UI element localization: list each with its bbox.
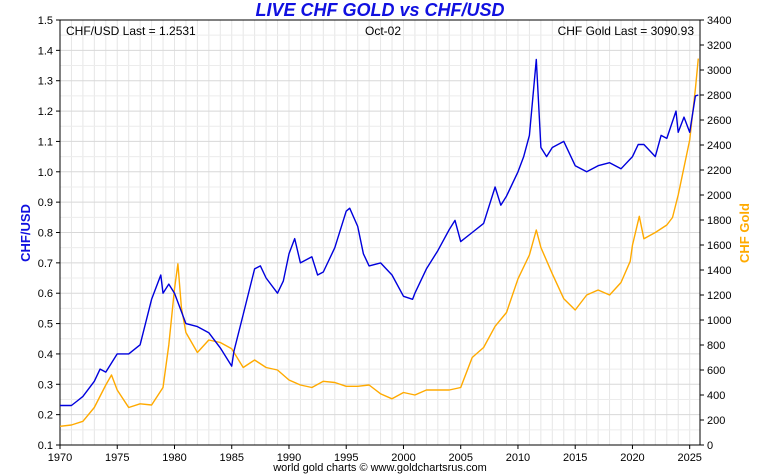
y-left-tick-label: 1.2 bbox=[38, 106, 53, 118]
x-tick-label: 2010 bbox=[506, 452, 530, 464]
credit-text: world gold charts © www.goldchartsrus.co… bbox=[272, 462, 487, 474]
y-left-tick-label: 1.5 bbox=[38, 15, 53, 27]
tick-labels: 1970 1975 1980 1985 1990 1995 2000 2005 2010 2015… bbox=[38, 15, 732, 464]
x-tick-label: 2015 bbox=[563, 452, 587, 464]
y-right-tick-label: 1800 bbox=[707, 215, 731, 227]
y-right-tick-label: 1600 bbox=[707, 240, 731, 252]
y-left-tick-label: 0.5 bbox=[38, 319, 53, 331]
x-tick-label: 1975 bbox=[105, 452, 129, 464]
x-tick-label: 2025 bbox=[677, 452, 701, 464]
y-left-tick-label: 0.3 bbox=[38, 379, 53, 391]
y-right-tick-label: 0 bbox=[707, 440, 713, 452]
y-left-tick-label: 0.1 bbox=[38, 440, 53, 452]
y-right-tick-label: 1000 bbox=[707, 315, 731, 327]
y-right-tick-label: 2600 bbox=[707, 115, 731, 127]
y-left-tick-label: 0.9 bbox=[38, 197, 53, 209]
y-left-tick-label: 1.4 bbox=[38, 45, 53, 57]
y-left-tick-label: 0.8 bbox=[38, 228, 53, 240]
y-right-tick-label: 2000 bbox=[707, 190, 731, 202]
x-tick-label: 2005 bbox=[448, 452, 472, 464]
y-right-tick-label: 1400 bbox=[707, 265, 731, 277]
x-tick-label: 2000 bbox=[391, 452, 415, 464]
x-tick-label: 2020 bbox=[620, 452, 644, 464]
y-axis-right-label: CHF Gold bbox=[737, 203, 752, 263]
grid bbox=[59, 19, 700, 446]
y-right-tick-label: 3000 bbox=[707, 65, 731, 77]
y-right-tick-label: 800 bbox=[707, 340, 725, 352]
y-right-tick-label: 1200 bbox=[707, 290, 731, 302]
chf-gold-last-label: CHF Gold Last = 3090.93 bbox=[558, 24, 695, 38]
y-right-tick-label: 3200 bbox=[707, 40, 731, 52]
y-right-tick-label: 2800 bbox=[707, 90, 731, 102]
x-tick-label: 1995 bbox=[334, 452, 358, 464]
x-tick-label: 1980 bbox=[162, 452, 186, 464]
x-tick-label: 1970 bbox=[48, 452, 72, 464]
y-left-tick-label: 0.4 bbox=[38, 349, 53, 361]
y-left-tick-label: 0.7 bbox=[38, 258, 53, 270]
x-tick-label: 1990 bbox=[277, 452, 301, 464]
y-right-tick-label: 2400 bbox=[707, 140, 731, 152]
y-left-tick-label: 1.3 bbox=[38, 76, 53, 88]
y-right-tick-label: 200 bbox=[707, 415, 725, 427]
series-layer bbox=[59, 58, 699, 427]
series-line-chf-usd bbox=[60, 58, 699, 407]
series-line-chf-gold bbox=[59, 58, 699, 427]
y-right-tick-label: 600 bbox=[707, 365, 725, 377]
y-right-tick-label: 400 bbox=[707, 390, 725, 402]
y-left-tick-label: 0.6 bbox=[38, 288, 53, 300]
y-left-tick-label: 1.0 bbox=[38, 167, 53, 179]
y-right-tick-label: 3400 bbox=[707, 15, 731, 27]
chf-usd-last-label: CHF/USD Last = 1.2531 bbox=[66, 24, 196, 38]
date-label: Oct-02 bbox=[365, 24, 401, 38]
y-right-tick-label: 2200 bbox=[707, 165, 731, 177]
y-axis-left-label: CHF/USD bbox=[18, 204, 33, 262]
y-left-tick-label: 1.1 bbox=[38, 136, 53, 148]
chart-title: LIVE CHF GOLD vs CHF/USD bbox=[255, 0, 504, 20]
y-left-tick-label: 0.2 bbox=[38, 410, 53, 422]
x-tick-label: 1985 bbox=[219, 452, 243, 464]
